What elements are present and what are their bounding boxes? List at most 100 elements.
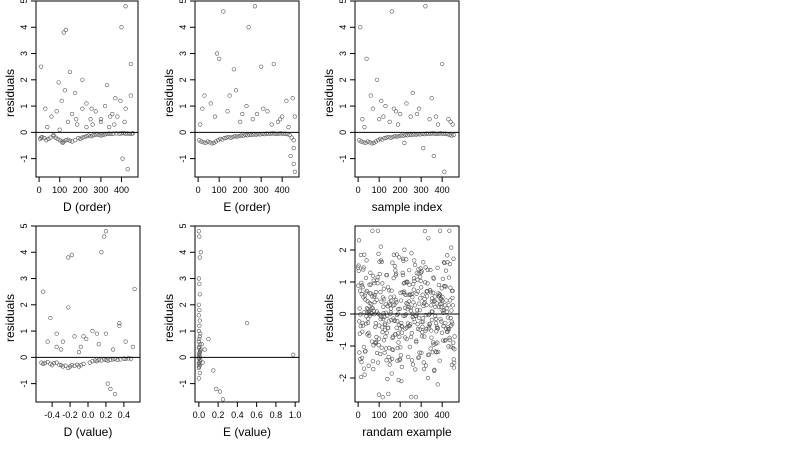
data-point [63,27,68,32]
data-point [410,291,415,297]
x-tick-label: 100 [52,185,67,195]
data-point [357,306,362,311]
data-point [39,64,44,69]
data-point [414,340,419,345]
data-point [241,133,246,138]
data-point [444,309,449,314]
data-point [407,292,413,297]
data-point [84,336,89,342]
data-point [452,334,457,339]
data-point [82,134,87,140]
data-point [205,139,210,144]
y-tick-label: 1 [338,279,348,284]
data-point [430,131,435,136]
data-point [405,321,411,326]
data-point [416,355,421,360]
data-point [284,98,289,103]
data-point [80,106,85,111]
data-point [414,111,420,117]
data-point [444,298,449,303]
data-point [450,122,455,127]
data-point [412,262,418,268]
data-point [66,305,71,310]
data-point [447,337,452,342]
data-point [409,251,414,256]
data-point [67,138,73,143]
data-point [367,140,372,145]
data-point [60,339,65,344]
data-point [226,134,231,140]
x-tick-label: 0.2 [212,410,225,420]
data-point [56,80,61,85]
data-point [427,117,432,122]
data-point [390,347,395,352]
data-point [59,98,64,103]
data-point [448,344,453,349]
data-point [365,307,370,312]
data-point [359,360,364,365]
data-point [65,137,71,142]
data-point [43,106,48,111]
data-point [440,61,445,67]
data-point [368,282,373,287]
x-tick-label: 0.4 [118,410,131,420]
data-point [356,263,361,268]
data-point [406,304,411,310]
data-point [448,298,453,303]
data-point [397,334,402,340]
data-point [378,351,383,357]
data-point [90,328,95,334]
data-point [409,395,414,400]
data-point [51,361,57,366]
y-tick-label: 5 [19,223,29,228]
data-point [259,64,264,69]
data-point [232,134,238,139]
data-point [416,315,422,321]
data-point [54,331,59,336]
data-point [244,321,250,326]
data-point [199,139,204,144]
data-point [227,93,232,98]
data-point [396,340,401,345]
data-point [253,132,259,137]
x-tick-label: 0 [196,185,201,195]
data-point [391,106,396,111]
data-point [72,363,77,368]
data-point [399,320,404,326]
y-axis-label: residuals [162,69,176,117]
data-point [388,135,393,140]
data-point [400,273,406,278]
data-point [371,367,376,372]
data-point [65,119,71,124]
y-tick-label: 2 [178,77,188,82]
y-tick-label: -1 [338,342,348,350]
x-tick-label: 0.0 [193,410,206,420]
data-point [419,334,425,339]
data-point [110,111,115,117]
data-point [380,325,385,330]
x-tick-label: 0.0 [82,410,95,420]
data-point [196,313,201,318]
data-point [391,276,396,281]
data-point [108,357,113,363]
data-point [212,114,218,119]
data-point [59,139,64,144]
data-point [369,339,375,344]
data-point [390,334,395,339]
data-point [439,131,444,136]
y-tick-label: 1 [178,104,188,109]
data-point [452,360,457,365]
data-point [384,358,389,363]
data-point [397,358,402,363]
data-point [250,117,255,122]
data-point [103,357,109,363]
data-point [216,138,221,143]
data-point [370,359,375,364]
data-point [201,140,206,145]
data-point [265,109,270,114]
data-point [96,357,101,363]
data-point [418,296,423,301]
data-point [426,312,431,318]
data-point [74,117,79,122]
